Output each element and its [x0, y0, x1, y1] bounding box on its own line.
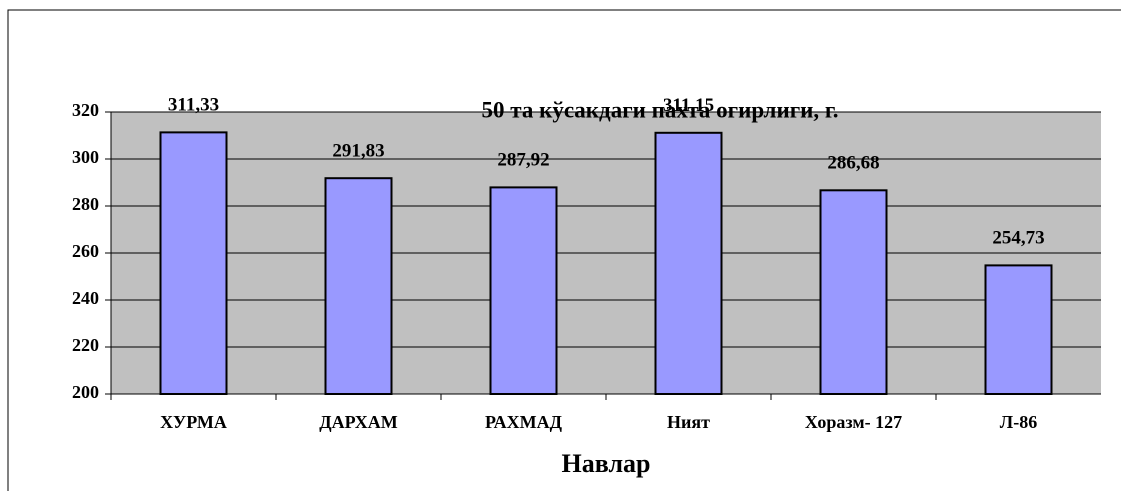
y-tick-label: 220: [72, 335, 99, 355]
y-tick-label: 280: [72, 194, 99, 214]
bar: [159, 131, 228, 395]
x-tick-label: ХУРМА: [160, 412, 227, 432]
bar: [489, 186, 558, 395]
x-axis-title: Навлар: [562, 449, 651, 478]
x-tick-label: Л-86: [1000, 412, 1037, 432]
y-tick-label: 320: [72, 100, 99, 120]
data-label: 291,83: [332, 141, 384, 162]
data-label: 311,15: [663, 95, 714, 116]
data-label: 254,73: [992, 228, 1044, 249]
chart-title: 50 та кўсакдаги пахта оғирлиги, г.: [481, 97, 838, 122]
x-tick-label: РАХМАД: [485, 412, 563, 432]
y-tick-label: 200: [72, 382, 99, 402]
x-tick-label: Ният: [667, 412, 710, 432]
y-tick-label: 260: [72, 241, 99, 261]
bar: [984, 264, 1053, 395]
data-label: 286,68: [827, 153, 879, 174]
data-label: 287,92: [497, 150, 549, 171]
bar: [819, 189, 888, 395]
y-tick-label: 240: [72, 288, 99, 308]
bar: [654, 131, 723, 396]
bar: [324, 177, 393, 395]
data-label: 311,33: [168, 95, 219, 116]
y-tick-label: 300: [72, 147, 99, 167]
x-tick-label: Хоразм- 127: [805, 412, 902, 432]
x-tick-label: ДАРХАМ: [319, 412, 397, 432]
